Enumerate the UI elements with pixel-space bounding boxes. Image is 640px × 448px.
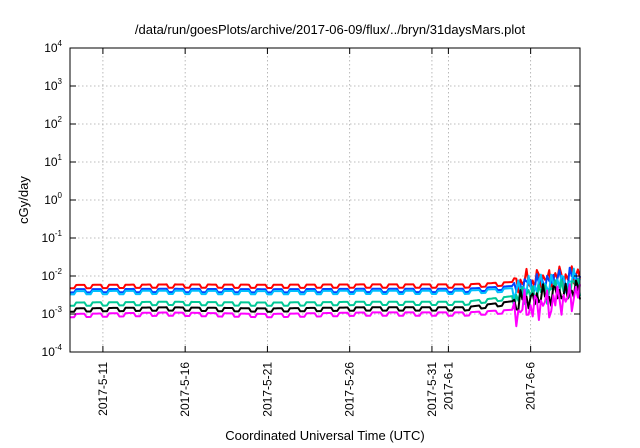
y-tick-label: 10-4: [42, 343, 63, 359]
x-tick-label: 2017-5-16: [178, 362, 192, 417]
series-line: [70, 279, 581, 313]
series-line: [69, 266, 581, 297]
series-layer: [69, 265, 581, 328]
chart-title: /data/run/goesPlots/archive/2017-06-09/f…: [135, 22, 526, 37]
x-axis: 2017-5-11 2017-5-16 2017-5-21 2017-5-26 2017…: [96, 48, 538, 417]
y-tick-label: 103: [44, 77, 62, 93]
x-tick-label: 2017-6-6: [524, 362, 538, 410]
y-tick-label: 101: [44, 153, 62, 169]
series-line: [70, 267, 581, 301]
x-axis-label: Coordinated Universal Time (UTC): [225, 428, 424, 443]
y-tick-label: 10-2: [42, 267, 63, 283]
y-tick-label: 100: [44, 191, 62, 207]
x-tick-label: 2017-5-26: [343, 362, 357, 417]
series-line: [69, 283, 581, 328]
y-tick-label: 10-3: [42, 305, 63, 321]
y-axis-label: cGy/day: [16, 176, 31, 224]
series-line: [70, 265, 581, 294]
y-axis: 10-4 10-3 10-2 10-1 100 101 102 103 104: [42, 39, 580, 359]
x-tick-label: 2017-5-11: [96, 362, 110, 416]
grid: [70, 48, 580, 352]
y-tick-label: 104: [44, 39, 62, 55]
x-tick-label: 2017-5-31: [425, 362, 439, 417]
y-tick-label: 102: [44, 115, 62, 131]
series-line: [70, 278, 581, 310]
x-tick-label: 2017-6-1: [441, 362, 455, 410]
x-tick-label: 2017-5-21: [260, 362, 274, 417]
y-tick-label: 10-1: [42, 229, 63, 245]
